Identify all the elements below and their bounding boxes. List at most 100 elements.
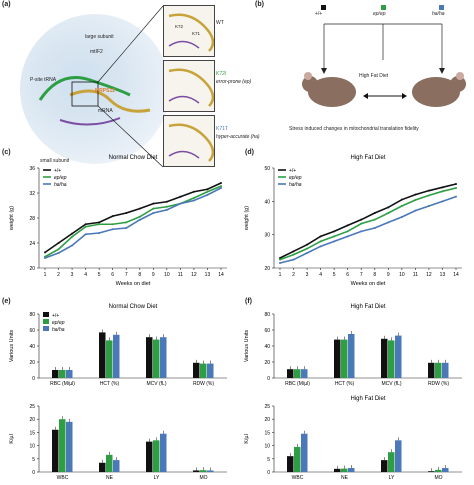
zoom-line-bottom <box>97 105 164 168</box>
data-point <box>455 187 457 189</box>
data-point <box>165 208 168 211</box>
genotype-ep-label: ep/ep <box>373 11 386 17</box>
data-point <box>333 230 336 233</box>
legend-label: ha/ha <box>52 327 65 333</box>
x-tick-label: LY <box>389 475 395 481</box>
y-tick-label: 60 <box>264 328 270 334</box>
data-point <box>373 212 376 214</box>
bar <box>442 468 449 472</box>
chart-normal-chow-wbc: 0 5 10 15 20 25 K/µl WBC NE LY MO <box>9 404 227 481</box>
x-tick-label: 10 <box>164 272 170 278</box>
y-tick-label: 20 <box>29 417 35 423</box>
x-tick-label: 7 <box>360 272 363 278</box>
x-tick-label: 2 <box>57 272 60 278</box>
bar <box>113 460 120 472</box>
bar <box>287 369 294 378</box>
y-tick-label: 15 <box>29 430 35 436</box>
x-tick-label: 8 <box>138 272 141 278</box>
trna-ribbon <box>38 76 131 101</box>
bar <box>113 334 120 378</box>
data-point <box>319 245 322 248</box>
data-point <box>441 200 444 203</box>
y-tick-label: 20 <box>29 266 35 272</box>
x-tick-label: 9 <box>387 272 390 278</box>
y-tick-label: 0 <box>267 376 270 382</box>
data-point <box>165 205 168 208</box>
chart-title: High Fat Diet <box>350 396 385 402</box>
bar <box>160 337 167 378</box>
label-large-subunit: large subunit <box>85 34 114 40</box>
data-point <box>220 185 222 188</box>
x-tick-label: MO <box>199 475 207 481</box>
data-point <box>192 197 195 199</box>
bar <box>59 370 66 378</box>
panel-b-diagram <box>302 5 466 107</box>
data-point <box>179 202 182 205</box>
y-tick-label: 10 <box>264 444 270 450</box>
bar <box>193 362 200 378</box>
data-point <box>455 183 457 185</box>
bar <box>200 470 207 472</box>
chart-high-fat-wbc: High Fat Diet 0 5 10 15 20 25 K/µl WBC NE LY MO <box>244 396 462 481</box>
x-tick-label: 13 <box>205 272 211 278</box>
y-tick-label: 10 <box>29 444 35 450</box>
series-line-0 <box>44 182 222 254</box>
mouse-left <box>308 77 356 107</box>
x-tick-label: HCT (%) <box>100 381 120 387</box>
y-tick-label: 5 <box>32 457 35 463</box>
legend-label: ep/ep <box>54 175 67 181</box>
data-point <box>400 198 403 201</box>
bar <box>66 421 73 472</box>
bar <box>193 470 200 472</box>
data-point <box>152 212 155 214</box>
data-point <box>414 209 417 212</box>
data-point <box>400 216 403 218</box>
x-tick-label: 11 <box>413 272 418 278</box>
y-tick-label: 32 <box>29 191 35 197</box>
data-point <box>414 193 417 196</box>
genotype-wt-box <box>321 5 326 10</box>
y-tick-label: 40 <box>264 344 270 350</box>
data-point <box>319 235 322 238</box>
series-line-1 <box>44 185 222 258</box>
legend-swatch <box>43 312 49 317</box>
x-tick-label: 13 <box>440 272 446 278</box>
data-point <box>125 221 128 224</box>
x-tick-label: 12 <box>426 272 432 278</box>
legend-label: +/+ <box>289 168 296 174</box>
data-point <box>400 205 403 207</box>
bar <box>428 471 435 472</box>
y-tick-label: 40 <box>29 344 35 350</box>
chart-title: Normal Chow Diet <box>109 304 158 310</box>
x-tick-label: NE <box>106 475 114 481</box>
inset-ep-residue: K72I <box>216 71 227 77</box>
data-point <box>319 240 322 243</box>
data-point <box>152 207 155 210</box>
bar <box>435 469 442 472</box>
data-point <box>360 218 363 221</box>
data-point <box>98 232 101 234</box>
data-point <box>306 252 309 254</box>
data-point <box>206 193 209 196</box>
data-point <box>306 247 309 250</box>
data-point <box>152 202 155 205</box>
y-tick-label: 24 <box>29 241 35 247</box>
series-line-0 <box>279 183 457 259</box>
data-point <box>292 250 295 253</box>
x-tick-label: LY <box>154 475 160 481</box>
y-tick-label: 25 <box>29 404 35 410</box>
x-tick-label: HCT (%) <box>335 381 355 387</box>
data-point <box>441 186 444 189</box>
data-point <box>387 221 390 224</box>
y-axis-label: Various Units <box>244 330 250 363</box>
genotype-ha-box <box>439 5 444 10</box>
mtif2-ribbon <box>69 89 151 113</box>
x-tick-label: RBC (M/µl) <box>50 381 75 387</box>
x-tick-label: MCV (fL) <box>382 381 402 387</box>
y-tick-label: 15 <box>264 430 270 436</box>
genotype-ep-box <box>381 5 386 10</box>
panel-d-label: (d) <box>245 149 254 156</box>
y-axis-label: weight (g) <box>9 206 15 231</box>
panel-c-label: (c) <box>2 149 11 156</box>
data-point <box>57 248 60 251</box>
